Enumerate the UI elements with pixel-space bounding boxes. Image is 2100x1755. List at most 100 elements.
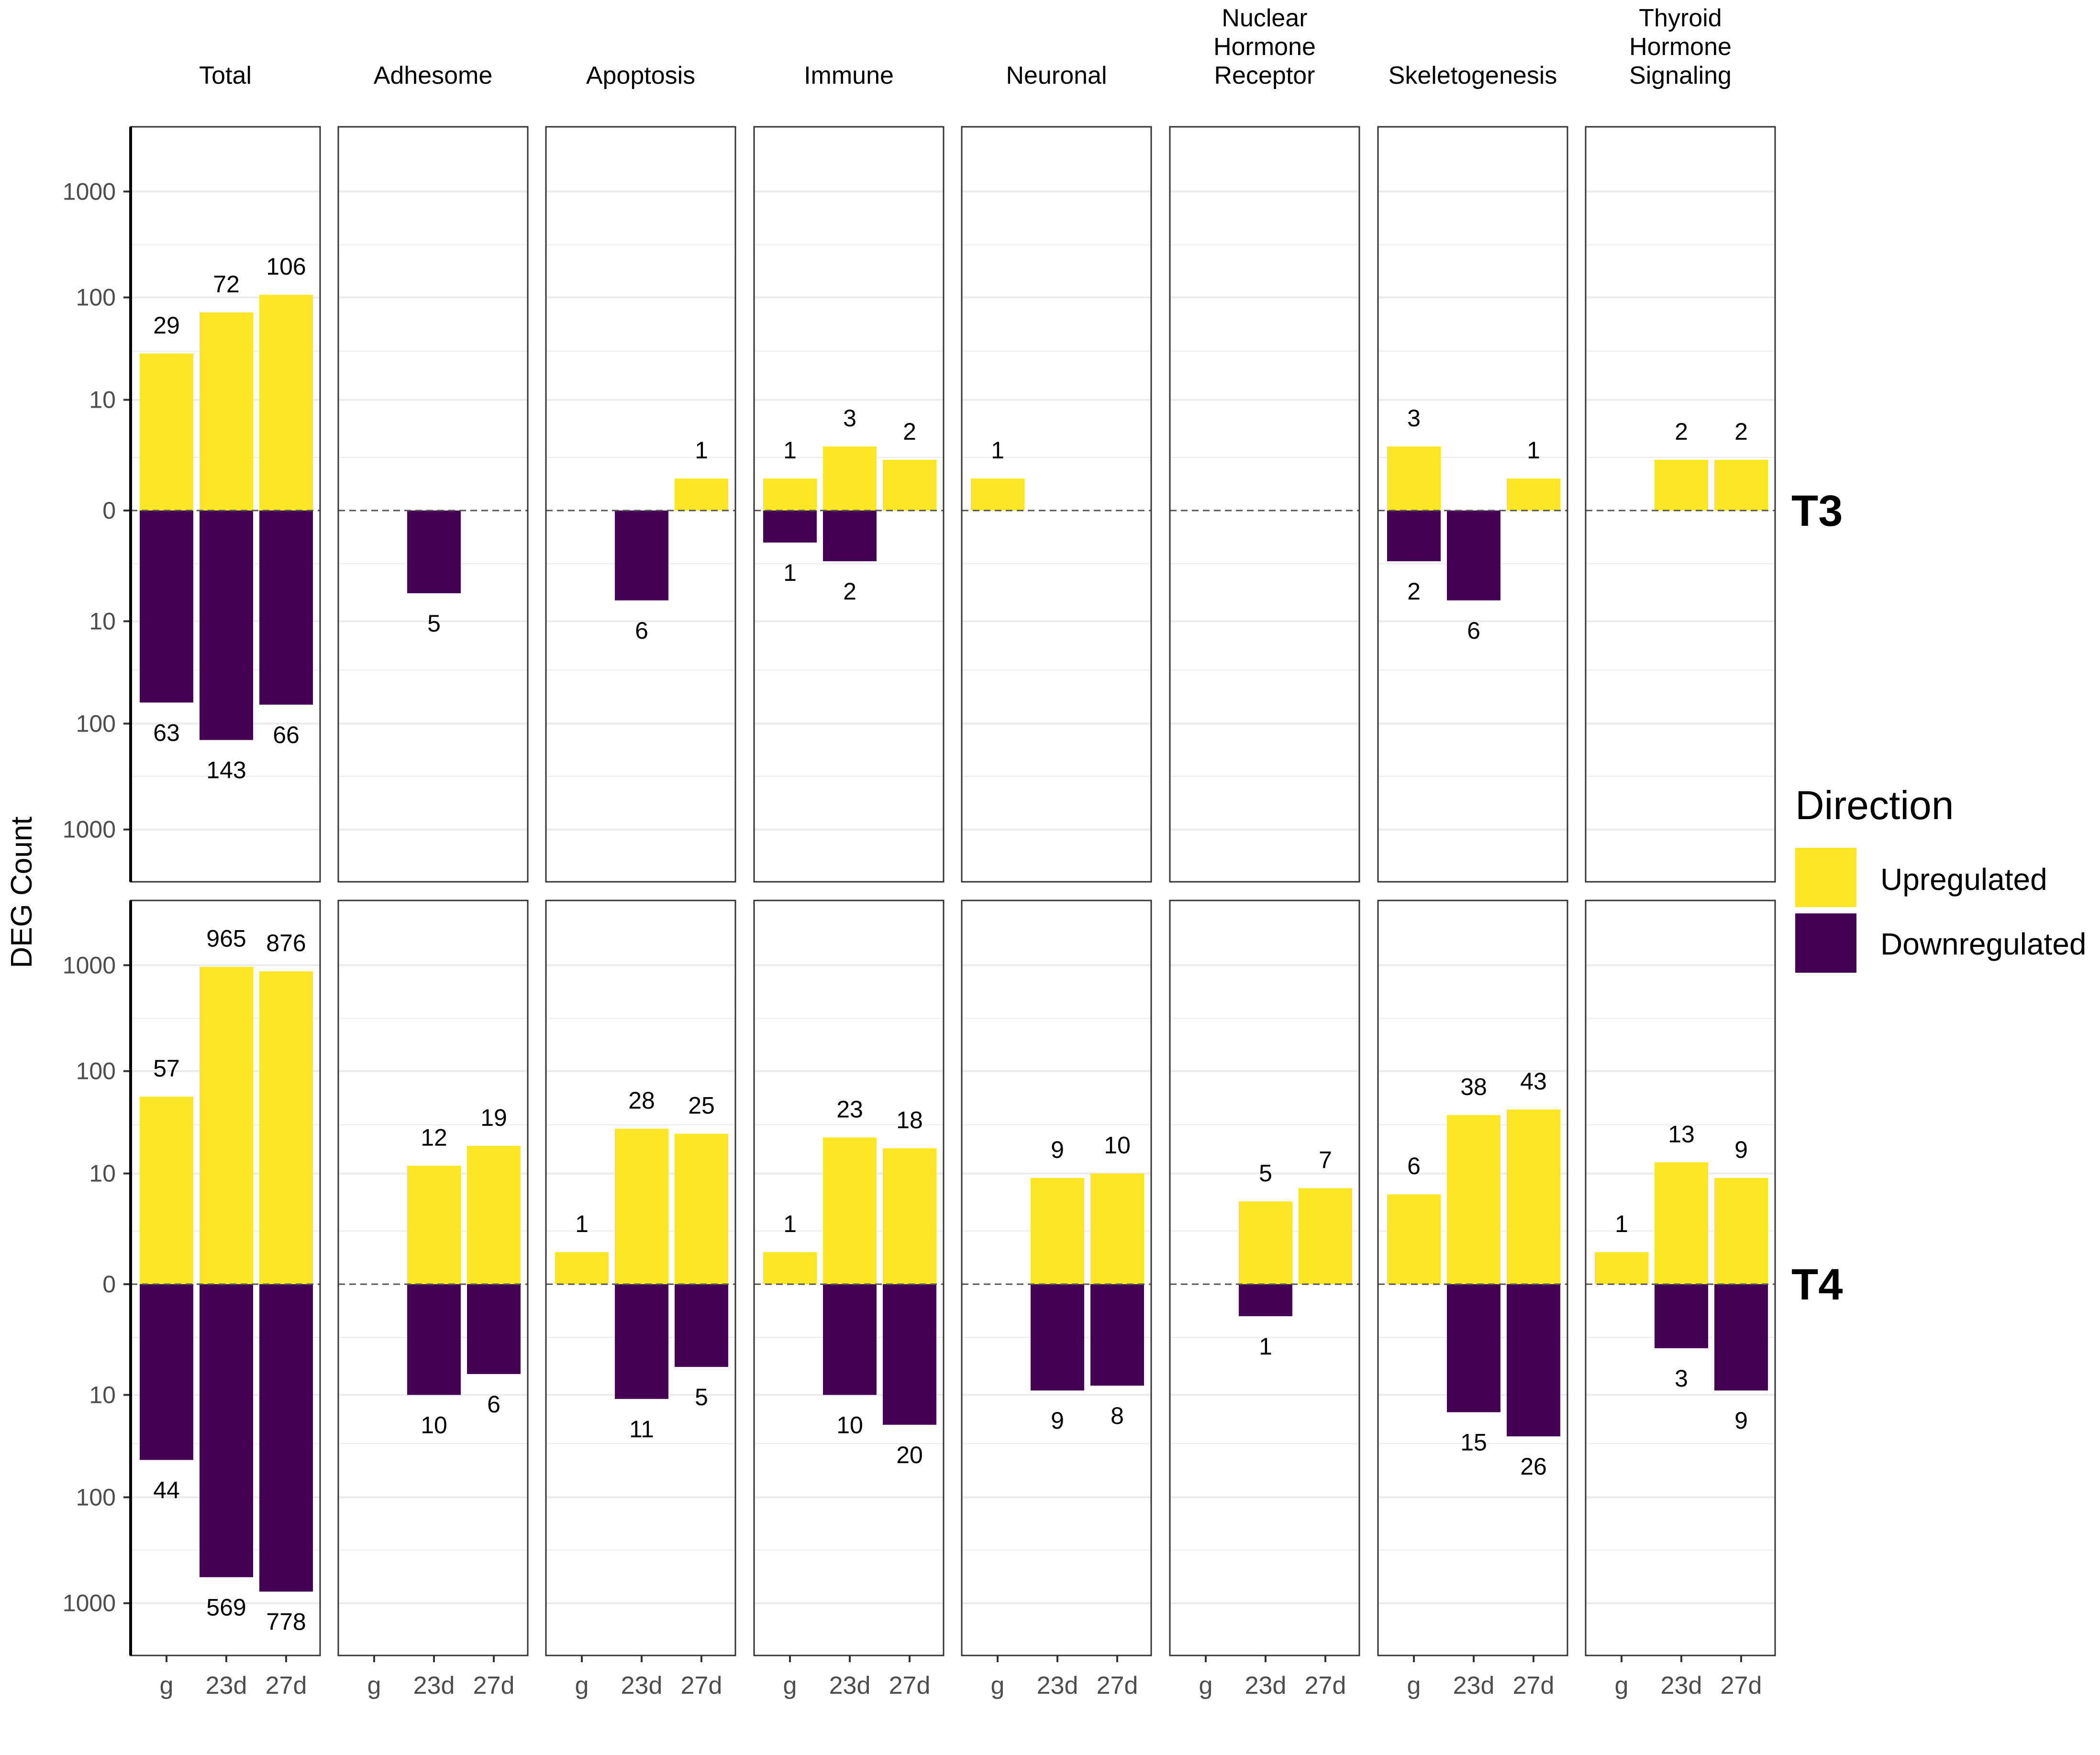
- facet-panel: [130, 900, 321, 1656]
- legend-label-upregulated: Upregulated: [1880, 862, 2047, 897]
- facet-title: Neuronal: [1006, 62, 1107, 89]
- x-tick-label: 27d: [266, 1672, 307, 1699]
- facet-title: Hormone: [1629, 33, 1732, 61]
- x-tick-label: 23d: [1661, 1672, 1702, 1699]
- data-label-downregulated: 2: [1407, 578, 1421, 605]
- bar-downregulated: [823, 1284, 877, 1395]
- facet-title: Skeletogenesis: [1389, 62, 1557, 89]
- data-label-upregulated: 106: [266, 253, 306, 280]
- bar-downregulated: [140, 511, 193, 703]
- data-label-downregulated: 8: [1111, 1402, 1124, 1429]
- y-tick-label: 100: [76, 1058, 116, 1085]
- data-label-upregulated: 38: [1460, 1073, 1487, 1100]
- data-label-downregulated: 26: [1520, 1453, 1547, 1480]
- data-label-upregulated: 876: [266, 930, 306, 956]
- bar-downregulated: [407, 1284, 461, 1395]
- x-tick-label: g: [367, 1672, 381, 1699]
- x-tick-label: g: [1615, 1672, 1629, 1699]
- data-label-downregulated: 5: [695, 1384, 708, 1411]
- data-label-upregulated: 13: [1668, 1121, 1695, 1147]
- panel-border: [1377, 126, 1568, 883]
- bar-upregulated: [823, 446, 877, 511]
- x-tick-label: 27d: [1721, 1672, 1762, 1699]
- bar-downregulated: [615, 511, 668, 600]
- bar-upregulated: [555, 1252, 609, 1284]
- panel-border: [545, 126, 736, 883]
- facet-title: Total: [199, 62, 252, 89]
- bar-upregulated: [763, 478, 817, 511]
- facet-panel: [753, 900, 944, 1656]
- data-label-upregulated: 10: [1104, 1132, 1131, 1159]
- bar-downregulated: [140, 1284, 193, 1460]
- y-tick-label: 10: [89, 608, 116, 634]
- data-label-downregulated: 66: [273, 722, 300, 748]
- x-tick-label: g: [991, 1672, 1005, 1699]
- x-tick-label: 23d: [1245, 1672, 1287, 1699]
- x-tick-label: 27d: [1513, 1672, 1555, 1699]
- data-label-upregulated: 6: [1407, 1153, 1421, 1179]
- facet-panel: [1585, 900, 1776, 1656]
- data-label-upregulated: 1: [1615, 1211, 1628, 1237]
- data-label-downregulated: 15: [1460, 1429, 1487, 1456]
- facet-title: Apoptosis: [586, 62, 695, 89]
- data-label-downregulated: 9: [1734, 1407, 1748, 1434]
- y-axis-title: DEG Count: [5, 816, 38, 968]
- data-label-upregulated: 2: [1675, 418, 1688, 445]
- bar-upregulated: [883, 1148, 936, 1284]
- bar-downregulated: [1239, 1284, 1292, 1316]
- row-label: T4: [1791, 1260, 1843, 1309]
- facet-title: Hormone: [1213, 33, 1316, 61]
- y-tick-label: 10: [89, 387, 116, 413]
- bar-upregulated: [1447, 1115, 1500, 1284]
- bar-downregulated: [763, 511, 817, 543]
- facet-panel: [961, 126, 1152, 883]
- data-label-downregulated: 44: [153, 1477, 180, 1503]
- bar-downregulated: [675, 1284, 728, 1367]
- legend-title: Direction: [1795, 783, 1954, 828]
- data-label-upregulated: 28: [628, 1087, 655, 1114]
- bar-upregulated: [200, 312, 253, 511]
- bar-upregulated: [1031, 1177, 1084, 1284]
- facet-panel: [130, 126, 321, 883]
- y-tick-label: 100: [76, 710, 116, 737]
- bar-upregulated: [971, 478, 1024, 511]
- legend-swatch-downregulated: [1795, 913, 1856, 973]
- x-tick-label: 27d: [1305, 1672, 1346, 1699]
- facet-panel: [1169, 126, 1360, 883]
- bar-upregulated: [1714, 1177, 1768, 1284]
- y-tick-label: 1000: [63, 1590, 116, 1617]
- facet-panel: [337, 126, 529, 883]
- bar-upregulated: [467, 1145, 521, 1284]
- data-label-upregulated: 57: [153, 1055, 180, 1082]
- legend-swatch-upregulated: [1795, 848, 1856, 907]
- y-tick-label: 0: [102, 497, 116, 524]
- panel-border: [1169, 126, 1360, 883]
- data-label-downregulated: 10: [836, 1411, 863, 1438]
- x-tick-label: 23d: [206, 1672, 247, 1699]
- bar-upregulated: [763, 1252, 817, 1284]
- data-label-downregulated: 10: [421, 1411, 447, 1438]
- data-label-downregulated: 1: [1259, 1333, 1272, 1360]
- facet-panel: [1169, 900, 1360, 1656]
- bar-upregulated: [1595, 1252, 1648, 1284]
- data-label-upregulated: 7: [1319, 1146, 1332, 1173]
- y-tick-label: 100: [76, 1484, 116, 1511]
- data-label-upregulated: 25: [688, 1092, 715, 1119]
- data-label-downregulated: 1: [783, 559, 797, 586]
- bar-upregulated: [1507, 1109, 1560, 1284]
- bar-upregulated: [1655, 459, 1708, 511]
- bar-downregulated: [1655, 1284, 1708, 1348]
- data-label-upregulated: 2: [903, 418, 916, 445]
- bar-upregulated: [259, 971, 313, 1284]
- data-label-upregulated: 2: [1734, 418, 1748, 445]
- panel-border: [753, 126, 944, 883]
- bar-upregulated: [1655, 1162, 1708, 1284]
- bar-upregulated: [675, 478, 728, 511]
- x-tick-label: g: [1407, 1672, 1421, 1699]
- data-label-upregulated: 72: [213, 271, 240, 298]
- bar-downregulated: [200, 1284, 253, 1577]
- x-tick-label: 27d: [681, 1672, 722, 1699]
- bar-downregulated: [407, 511, 461, 593]
- data-label-upregulated: 3: [1407, 405, 1421, 432]
